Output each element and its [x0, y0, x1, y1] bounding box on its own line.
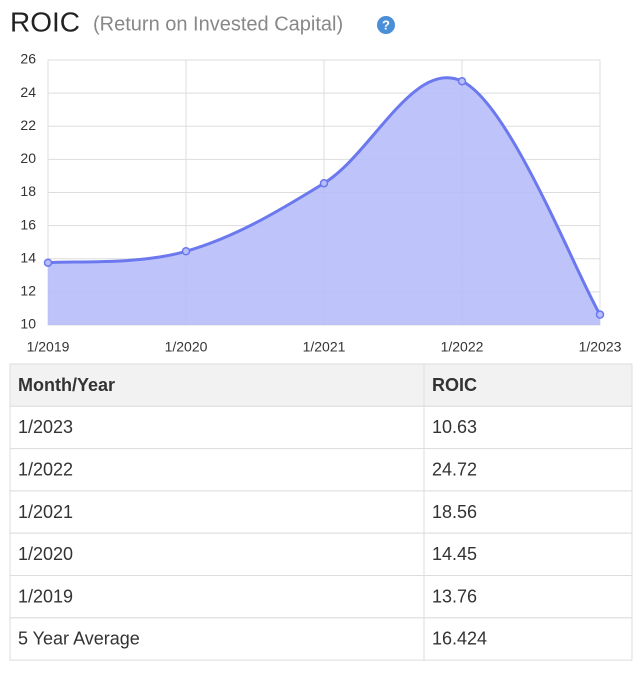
table-row — [9, 448, 633, 492]
table-cell: 1/2019 — [18, 586, 73, 606]
point — [319, 178, 329, 188]
table-row — [9, 532, 633, 577]
x-tick-label: 1/2021 — [303, 339, 346, 355]
table-cell: 5 Year Average — [18, 629, 140, 649]
table-row — [9, 405, 633, 450]
x-tick-label: 1/2022 — [441, 339, 484, 355]
table-header-cell: Month/Year — [18, 375, 115, 395]
table-cell: 16.424 — [432, 629, 487, 649]
x-tick-label: 1/2023 — [579, 339, 622, 355]
y-tick-label: 14 — [20, 249, 36, 265]
x-tick-label: 1/2019 — [27, 339, 70, 355]
y-tick-label: 16 — [20, 216, 36, 232]
table-header-cell: ROIC — [432, 375, 477, 395]
point — [457, 76, 467, 86]
line — [47, 76, 602, 316]
table-cell: 24.72 — [432, 460, 477, 480]
table-cell: 14.45 — [432, 544, 477, 564]
y-tick-label: 12 — [20, 283, 36, 299]
help-icon[interactable] — [377, 16, 395, 34]
table-row — [9, 617, 633, 661]
y-tick-label: 18 — [20, 183, 36, 199]
table-cell: 1/2020 — [18, 544, 73, 564]
y-tick-label: 26 — [20, 51, 36, 67]
table-row — [9, 575, 633, 619]
y-tick-label: 22 — [20, 117, 36, 133]
table-cell: 13.76 — [432, 586, 477, 606]
table-row — [9, 490, 633, 534]
table-cell: 10.63 — [432, 417, 477, 437]
point — [181, 247, 191, 256]
chart-subtitle: (Return on Invested Capital) — [93, 13, 343, 35]
y-tick-label: 10 — [20, 316, 36, 332]
chart-title: ROIC — [10, 6, 80, 37]
point — [43, 258, 53, 267]
y-tick-label: 24 — [20, 84, 36, 100]
table-cell: 1/2021 — [18, 502, 73, 522]
table-cell: 18.56 — [432, 502, 477, 522]
help-icon-text[interactable]: ? — [382, 17, 390, 32]
area-fill — [48, 77, 600, 326]
y-tick-label: 20 — [20, 150, 36, 166]
table-cell: 1/2023 — [18, 417, 73, 437]
point — [595, 310, 605, 319]
table-header-row — [9, 363, 633, 407]
x-tick-label: 1/2020 — [165, 339, 208, 355]
table-cell: 1/2022 — [18, 460, 73, 480]
